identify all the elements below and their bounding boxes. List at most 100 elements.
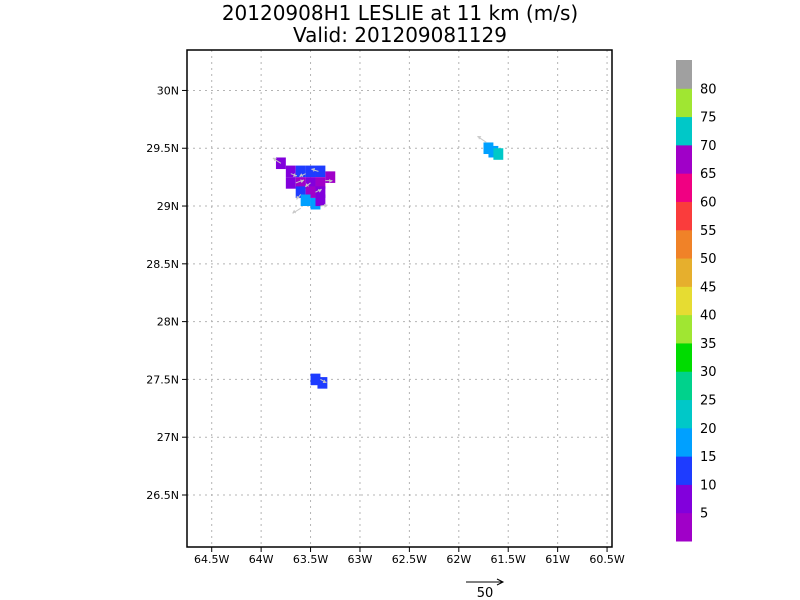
plot-frame (186, 49, 613, 548)
colorbar-swatch (676, 484, 692, 514)
data-cell (285, 177, 296, 189)
wind-vector-head (292, 209, 297, 214)
colorbar-swatch (676, 116, 692, 146)
colorbar-label: 40 (700, 309, 717, 324)
colorbar-swatch (676, 173, 692, 202)
colorbar-swatch (676, 427, 692, 457)
colorbar-label: 55 (700, 224, 717, 239)
colorbar-swatch (676, 512, 692, 542)
y-tick-label: 27N (157, 431, 179, 444)
chart-title: 20120908H1 LESLIE at 11 km (m/s) (221, 1, 579, 25)
colorbar: 5 10 15 20 25 30 35 40 45 50 55 60 65 70 75 80 (676, 60, 717, 542)
colorbar-swatch (676, 60, 692, 89)
wind-vector-head (329, 179, 333, 183)
colorbar-label: 25 (700, 394, 717, 409)
colorbar-swatch (676, 371, 692, 401)
colorbar-swatch (676, 201, 692, 231)
wind-vector (315, 188, 322, 193)
colorbar-label: 50 (700, 252, 717, 267)
wind-vector-head (318, 188, 322, 193)
colorbar-label: 15 (700, 450, 717, 465)
reference-vector-label: 50 (477, 586, 494, 600)
colorbar-label: 60 (700, 195, 717, 210)
colorbar-swatch (676, 286, 692, 316)
x-tick-label: 64W (249, 553, 274, 566)
colorbar-swatch (676, 229, 692, 259)
wind-vector (290, 173, 297, 177)
data-cell (310, 373, 321, 386)
x-tick-label: 64.5W (194, 553, 229, 566)
wind-vector-head (305, 183, 309, 188)
colorbar-swatch (676, 258, 692, 287)
chart-subtitle: Valid: 201209081129 (293, 23, 507, 47)
colorbar-label: 10 (700, 478, 717, 493)
wind-vector-head (311, 168, 316, 172)
wind-vector-head (477, 135, 482, 140)
colorbar-swatch (676, 314, 692, 344)
x-tick-label: 62.5W (392, 553, 427, 566)
x-tick-label: 63.5W (293, 553, 328, 566)
vector-layer (272, 135, 487, 384)
colorbar-label: 20 (700, 422, 717, 437)
data-cell (295, 177, 306, 189)
wind-vector (320, 378, 327, 383)
x-tick-label: 63W (348, 553, 373, 566)
y-tick-label: 29N (157, 200, 179, 213)
colorbar-swatch (676, 399, 692, 429)
data-cell (315, 177, 326, 189)
colorbar-label: 30 (700, 365, 717, 380)
wind-vector (299, 173, 306, 178)
y-tick-label: 30N (157, 84, 179, 97)
data-cell (295, 165, 306, 178)
reference-vector: 50 (466, 578, 505, 600)
reference-arrow-head (496, 578, 505, 586)
colorbar-label: 80 (700, 82, 717, 97)
wind-vector (292, 207, 301, 214)
data-cell (315, 165, 326, 178)
colorbar-label: 70 (700, 139, 717, 154)
colorbar-swatch (676, 456, 692, 485)
data-cell (315, 194, 326, 207)
data-cell (300, 194, 311, 207)
wind-vector (296, 194, 302, 200)
colorbar-label: 45 (700, 280, 717, 295)
data-cell (317, 377, 328, 389)
wind-vector-head (296, 195, 300, 200)
data-cell (285, 165, 296, 178)
wind-vector-head (300, 179, 305, 184)
x-tick-label: 60.5W (589, 553, 624, 566)
y-tick-label: 28.5N (146, 258, 179, 271)
wind-vector-head (272, 157, 277, 162)
title-block: 20120908H1 LESLIE at 11 km (m/s) Valid: … (0, 2, 800, 46)
colorbar-swatch (676, 88, 692, 118)
wind-vector-head (299, 173, 304, 178)
y-tick-label: 27.5N (146, 373, 179, 386)
data-cell (295, 186, 306, 198)
wind-vector (295, 179, 304, 184)
data-cell (493, 148, 504, 160)
wind-vector-head (293, 173, 297, 177)
data-cell (305, 165, 316, 178)
wind-vector (320, 204, 328, 207)
wind-vector (272, 157, 282, 164)
wind-vector (477, 136, 487, 143)
colorbar-label: 75 (700, 111, 717, 126)
data-cell (315, 186, 326, 198)
y-axis-ticks: 26.5N 27N 27.5N 28N 28.5N 29N 29.5N 30N (146, 84, 187, 502)
grid-layer (187, 50, 612, 547)
colorbar-label: 35 (700, 337, 717, 352)
y-tick-label: 28N (157, 316, 179, 329)
colorbar-swatch (676, 342, 692, 372)
x-tick-label: 62W (446, 553, 471, 566)
colorbar-label: 65 (700, 167, 717, 182)
wind-vector (311, 168, 319, 172)
colorbar-label: 5 (700, 507, 708, 522)
wind-vector (305, 182, 311, 188)
colorbar-swatch (676, 144, 692, 174)
x-axis-ticks: 64.5W 64W 63.5W 63W 62.5W 62W 61.5W 61W 60.5W (194, 547, 625, 566)
x-tick-label: 61.5W (491, 553, 526, 566)
wind-vector-head (322, 379, 327, 384)
wind-vector-head (324, 203, 328, 208)
y-tick-label: 26.5N (146, 489, 179, 502)
